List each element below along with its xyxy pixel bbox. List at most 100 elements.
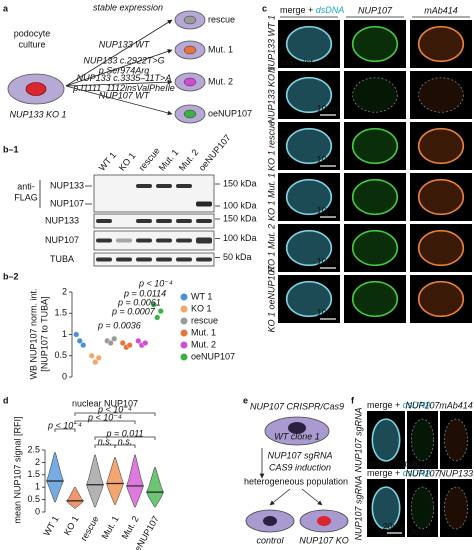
axis-title: [NUP107 to TUBA] [39, 296, 49, 371]
scale-label: 10µm [317, 154, 340, 164]
blot-label: NUP133 [45, 215, 79, 225]
band [196, 219, 212, 223]
band [176, 219, 192, 223]
result-label: rescue [208, 14, 235, 24]
blot [93, 230, 215, 251]
band [136, 219, 152, 223]
bracket [94, 436, 156, 440]
construct-label: NUP133 c.2922T>G [83, 56, 164, 66]
nucleus-image [285, 280, 333, 318]
protein-label: p.Ser974Arg [98, 66, 150, 76]
annotation: p < 10⁻⁴ [97, 404, 132, 414]
band [96, 219, 112, 223]
y-tick-label: 2.5 [27, 444, 40, 454]
row-label: KO 1 Mut. 2 [266, 224, 276, 272]
y-tick-label: 0 [62, 371, 67, 381]
blot [93, 213, 215, 229]
band [156, 184, 172, 188]
blot [93, 252, 215, 267]
dot [157, 308, 164, 315]
legend-marker [180, 305, 188, 313]
band [136, 184, 152, 188]
header-part: merge + [367, 468, 403, 478]
result-label: Mut. 1 [208, 44, 233, 54]
annotation: p = 0.0114 [123, 288, 166, 298]
band [96, 257, 112, 262]
band [196, 201, 212, 207]
y-tick-label: 0.5 [27, 494, 40, 504]
violin [146, 467, 164, 508]
panel-label: b–1 [3, 144, 19, 154]
marker-label: 100 kDa [223, 233, 257, 243]
nucleus-image [285, 229, 333, 267]
column-header: NUP107 [405, 468, 440, 478]
x-tick-label: KO 1 [62, 514, 81, 537]
legend-marker [180, 317, 188, 325]
annotation: p = 0.0007 [111, 306, 156, 316]
marker-label: 150 kDa [223, 178, 257, 188]
nucleus [317, 516, 331, 526]
nucleus [183, 15, 197, 25]
column-header: merge + dsDNA [280, 5, 344, 15]
column-header: merge + dsDNA [367, 400, 431, 410]
marker-label: 150 kDa [223, 213, 257, 223]
violin [86, 454, 104, 508]
legend-marker [180, 329, 188, 337]
chart-title: nuclear NUP107 [72, 398, 138, 408]
construct-label: NUP133 WT [99, 39, 151, 49]
y-tick-label: 1.5 [54, 308, 67, 318]
nucleus-image [417, 280, 465, 318]
annotation: n.s. [118, 436, 133, 446]
nucleus [263, 516, 277, 526]
bracket [114, 444, 136, 448]
header-part: merge + [280, 5, 316, 15]
panel-label: d [3, 395, 9, 405]
y-tick-label: 1 [35, 482, 40, 492]
band [116, 238, 132, 243]
dot [119, 340, 126, 347]
construct-label: NUP107 WT [99, 91, 151, 101]
header: stable expression [93, 2, 163, 12]
band-label: NUP133 [50, 180, 84, 190]
x-tick-label: Mut. 1 [100, 514, 121, 541]
blot-label: TUBA [50, 254, 74, 264]
lane-label: KO 1 [117, 151, 138, 173]
y-tick-label: 2 [62, 286, 67, 296]
band [176, 257, 192, 262]
row-label: NUP133 WT 1 [266, 15, 276, 73]
dot [80, 342, 87, 349]
row-label: KO 1 rescue [266, 121, 276, 171]
arrow [65, 19, 173, 87]
blot-label: FLAG [14, 192, 38, 202]
result-label: oeNUP107 [208, 108, 252, 118]
violin [46, 452, 64, 503]
column-header: mAb414 [424, 5, 458, 15]
nucleus-image [417, 229, 465, 267]
nucleus-image [285, 76, 333, 114]
blot-label: anti- [17, 181, 35, 191]
outcome-label: control [256, 535, 284, 545]
band [116, 257, 132, 262]
scale-label: 10µm [317, 205, 340, 215]
scale-label: 10µm [317, 307, 340, 317]
dot [154, 314, 161, 321]
nucleus-image [417, 127, 465, 165]
row-label: KO 1 Mut. 1 [266, 173, 276, 221]
legend-marker [180, 353, 188, 361]
y-tick-label: 2 [35, 457, 40, 467]
header-part: dsDNA [403, 400, 432, 410]
violin [106, 457, 124, 505]
blot-label: NUP107 [45, 235, 79, 245]
overlay-label: detail [409, 458, 432, 468]
column-header: NUP107 [358, 5, 393, 15]
lane-label: Mut. 2 [177, 147, 201, 173]
nucleus-image [444, 418, 468, 462]
nucleus-image [285, 25, 333, 63]
nucleus-image [351, 229, 399, 267]
column-header: mAb414 [439, 400, 473, 410]
blot [93, 174, 215, 213]
construct-label: NUP133 c.3335–11T>A [77, 73, 172, 83]
annotation: p = 0.011 [105, 428, 143, 438]
dot [76, 337, 83, 344]
band [176, 184, 192, 188]
